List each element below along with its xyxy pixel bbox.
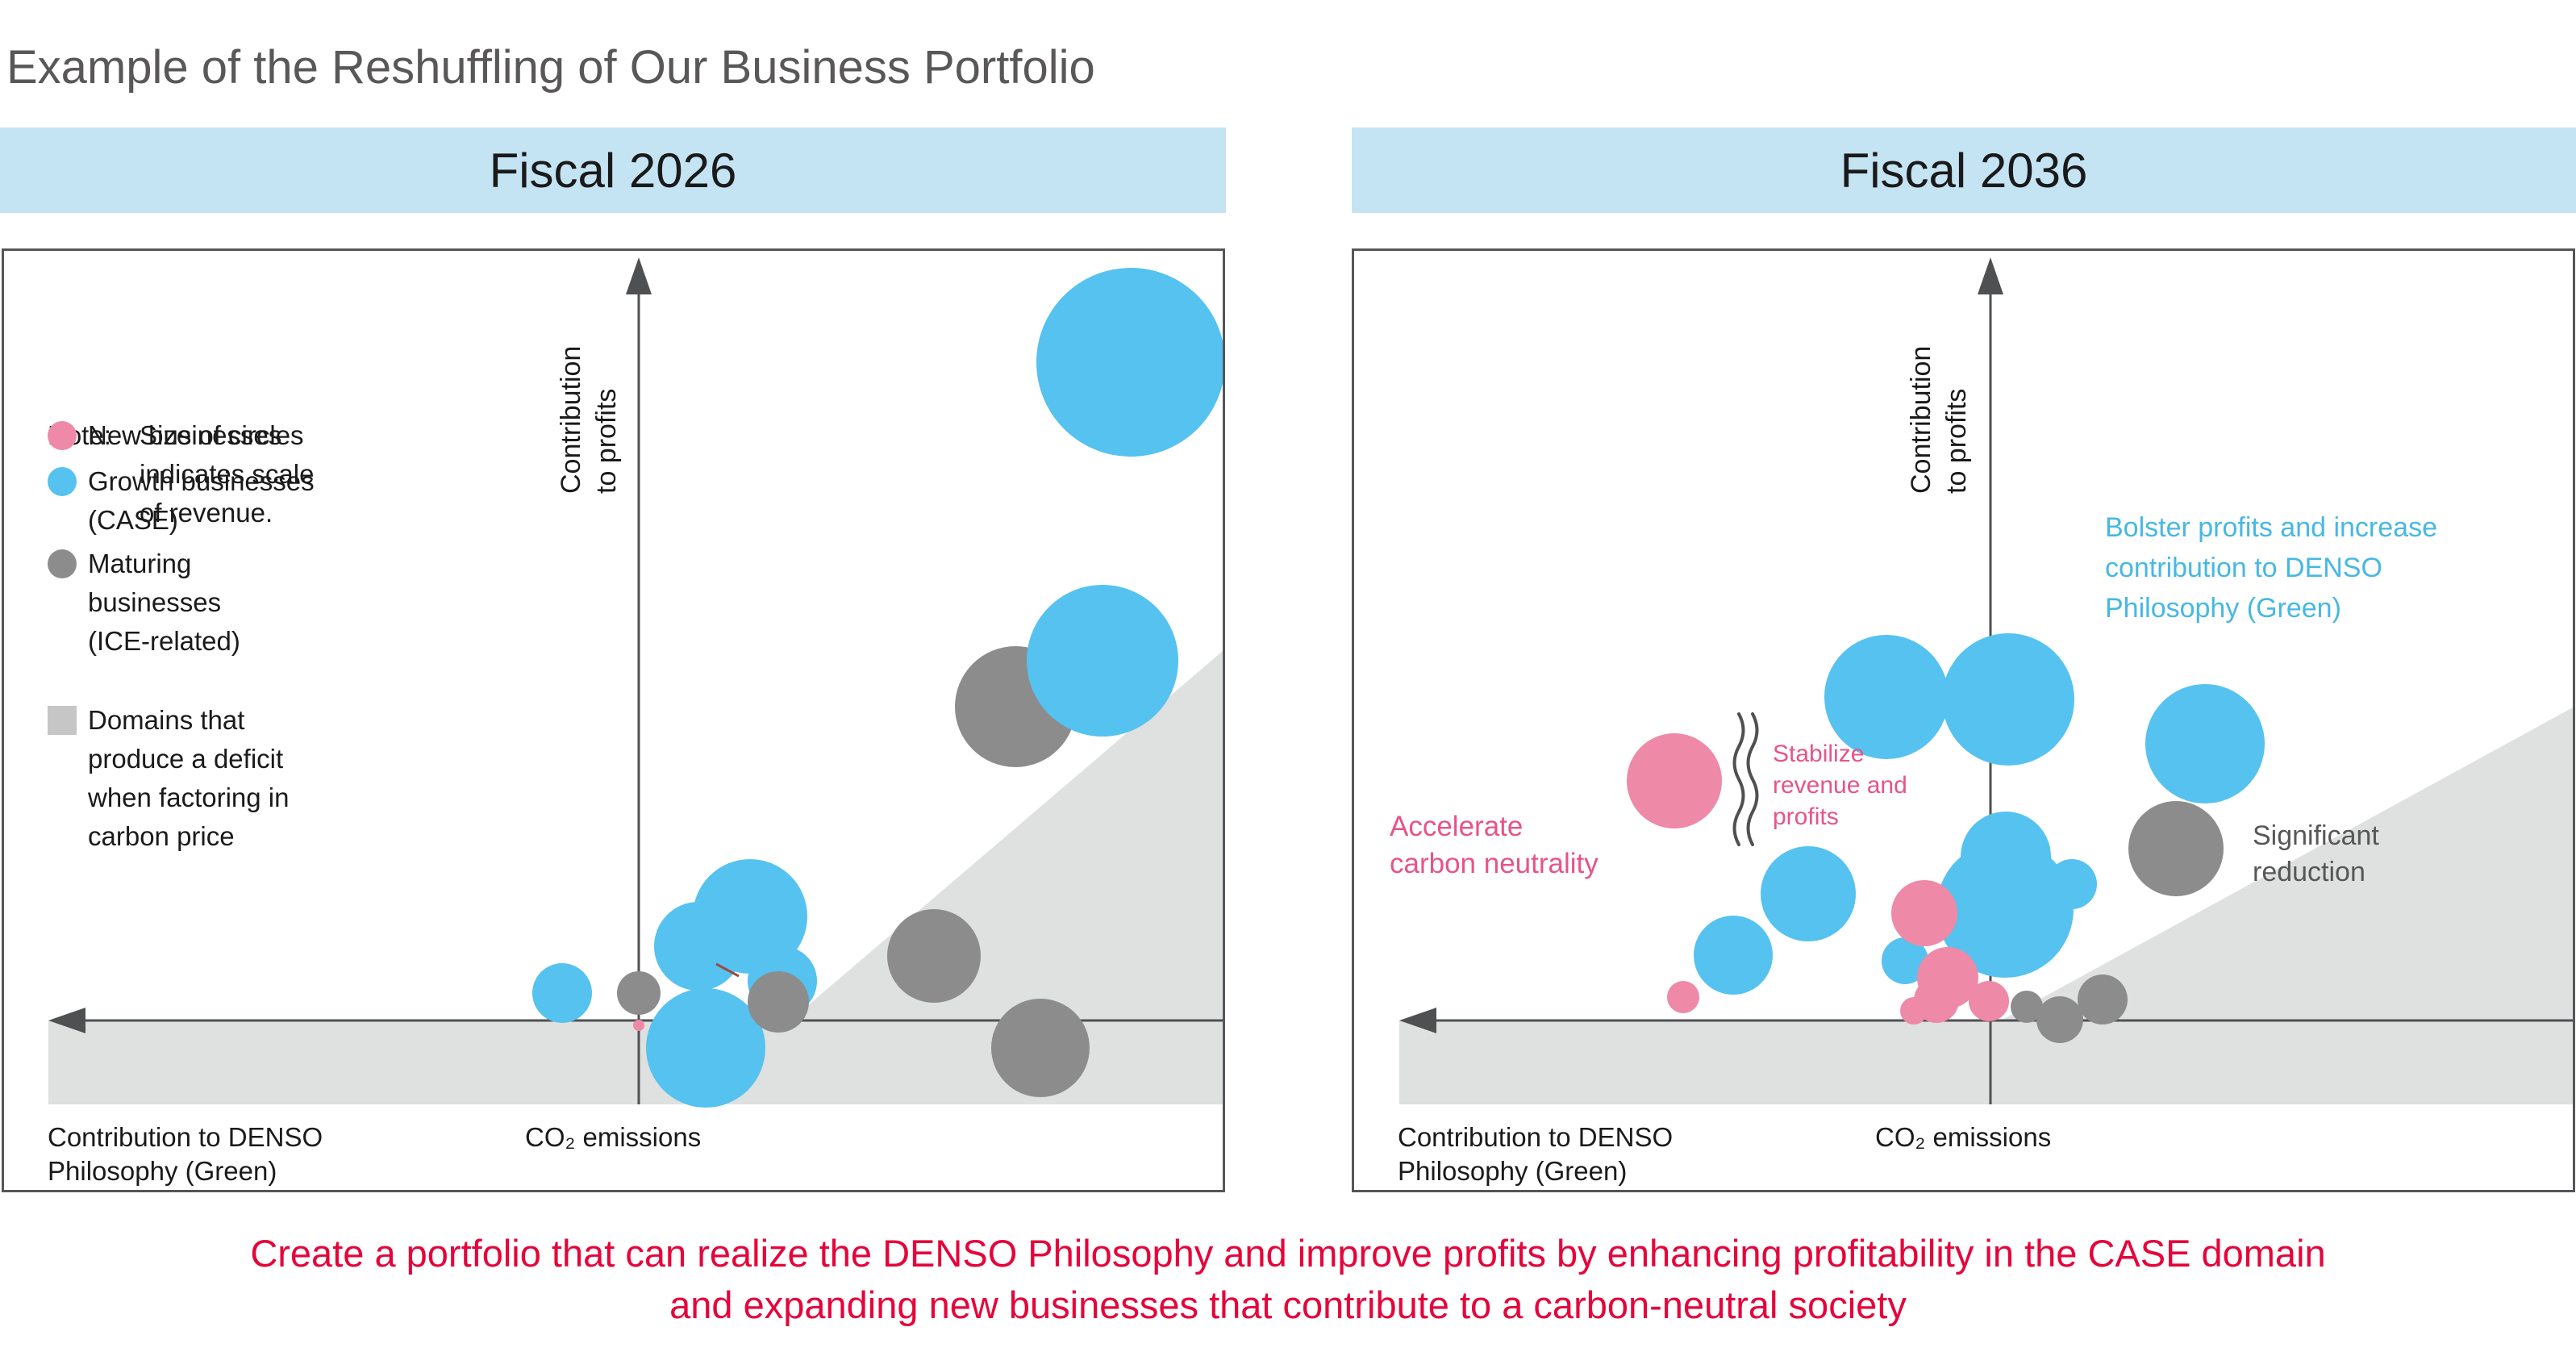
legend-swatch-new-icon <box>48 421 77 450</box>
x-axis-left-label-2026: Contribution to DENSO Philosophy (Green) <box>48 1122 323 1186</box>
legend: Note: Size of circles indicates scale of … <box>4 251 569 1138</box>
legend-swatch-legend_square-icon <box>48 706 77 735</box>
fiscal-2026-header-label: Fiscal 2026 <box>489 143 737 198</box>
legend-swatch-maturing-icon <box>48 549 77 578</box>
x-axis-arrow-icon <box>1399 1008 1436 1033</box>
bubble-growth <box>532 963 592 1023</box>
fiscal-2036-plot <box>1399 257 2573 1104</box>
bubble-maturing <box>748 971 809 1033</box>
x-axis-right-label-2026: CO₂ emissions <box>525 1122 702 1152</box>
fiscal-2026-plot <box>48 257 1223 1108</box>
bubble-new <box>1900 997 1928 1025</box>
bubble-growth <box>2047 859 2097 909</box>
page-title: Example of the Reshuffling of Our Busine… <box>6 41 1095 94</box>
deficit-triangle <box>2001 707 2573 1020</box>
fiscal-2036-header-label: Fiscal 2036 <box>1840 143 2088 198</box>
bubble-new <box>1667 981 1699 1013</box>
bubble-growth <box>1936 841 2074 978</box>
footer-statement: Create a portfolio that can realize the … <box>250 1232 2326 1326</box>
small-arrow-mark-icon <box>715 962 740 978</box>
legend-item-label: Domains that produce a deficit when fact… <box>88 705 290 851</box>
squiggle-icon <box>1732 712 1745 846</box>
bubble-growth <box>1824 635 1949 759</box>
fiscal-2026-panel: Contribution to profits Contribution to … <box>2 248 1225 1192</box>
x-axis-left-label-2036: Contribution to DENSO Philosophy (Green) <box>1398 1122 1674 1186</box>
bubble-maturing <box>2078 974 2128 1025</box>
bubble-maturing <box>887 909 981 1003</box>
legend-swatch-growth-icon <box>48 467 77 496</box>
bubble-growth <box>1882 937 1928 984</box>
y-axis-arrow-icon <box>1978 257 2003 294</box>
legend-item-label: New businesses <box>88 420 282 450</box>
bubble-new <box>1891 880 1957 946</box>
legend-item-label: Growth businesses (CASE) <box>88 466 315 535</box>
legend-item-label: Maturing businesses (ICE-related) <box>88 549 240 656</box>
bubble-growth <box>1694 916 1773 995</box>
bubble-growth <box>1027 585 1178 737</box>
bubble-maturing <box>991 999 1090 1097</box>
bubble-new <box>1969 981 2009 1021</box>
bubble-growth <box>1942 633 2074 766</box>
y-axis-label-2036: Contribution to profits <box>1906 345 1972 494</box>
x-axis-arrow-icon <box>48 1008 85 1033</box>
bubble-maturing <box>617 971 661 1015</box>
bubble-new <box>633 1020 644 1031</box>
fiscal-2026-header: Fiscal 2026 <box>0 127 1226 213</box>
fiscal-2036-panel: Contribution to profits Contribution to … <box>1352 248 2575 1192</box>
bubble-growth <box>693 859 807 974</box>
deficit-band <box>1399 1020 2573 1104</box>
legend-note-text: Size of circles indicates scale of reven… <box>140 420 315 528</box>
x-axis-right-label-2036: CO₂ emissions <box>1875 1122 2052 1152</box>
bubble-maturing <box>2011 991 2043 1023</box>
bubble-growth <box>1761 846 1856 941</box>
bubble-growth <box>646 988 765 1108</box>
bubble-growth <box>2145 684 2265 803</box>
bubble-maturing <box>2036 996 2083 1043</box>
bubble-growth <box>1036 268 1223 457</box>
squiggle-icon <box>1746 712 1759 846</box>
bubble-new <box>1627 733 1722 828</box>
fiscal-2036-header: Fiscal 2036 <box>1352 127 2576 213</box>
bubble-maturing <box>2128 801 2224 896</box>
y-axis-arrow-icon <box>626 257 652 294</box>
